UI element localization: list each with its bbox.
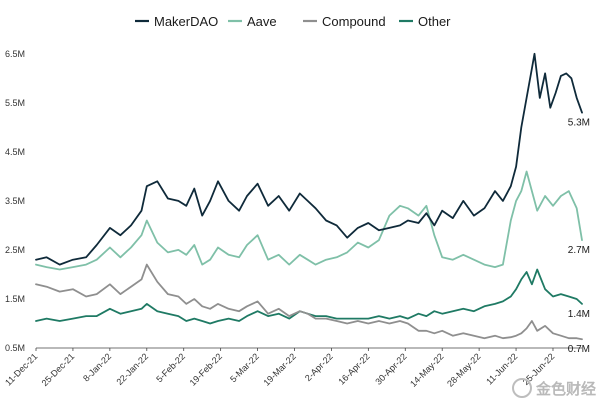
x-tick-label: 22-Jan-22 xyxy=(114,351,150,387)
x-tick-label: 11-Dec-21 xyxy=(3,351,39,387)
legend-label: Other xyxy=(418,14,451,29)
x-tick-label: 11-Jun-22 xyxy=(484,351,519,386)
legend-label: MakerDAO xyxy=(154,14,218,29)
x-tick-label: 19-Feb-22 xyxy=(188,351,224,387)
series-line-aave xyxy=(35,170,583,271)
y-tick-label: 5.5M xyxy=(5,98,25,108)
legend: MakerDAO Aave Compound Other xyxy=(135,14,451,29)
series-layer xyxy=(35,52,583,341)
end-label-makerdao: 5.3M xyxy=(568,118,590,129)
x-tick-label: 2-Apr-22 xyxy=(303,351,335,383)
watermark-text: 金色财经 xyxy=(535,380,596,398)
y-tick-label: 4.5M xyxy=(5,147,25,157)
y-tick-label: 6.5M xyxy=(5,49,25,59)
x-tick-label: 8-Jan-22 xyxy=(81,351,113,383)
y-axis: 6.5M 5.5M 4.5M 3.5M 2.5M 1.5M 0.5M xyxy=(5,49,25,353)
x-tick-label: 30-Apr-22 xyxy=(373,351,408,386)
watermark: 金色财经 xyxy=(512,378,596,398)
y-tick-label: 1.5M xyxy=(5,294,25,304)
x-tick-label: 19-Mar-22 xyxy=(261,351,297,387)
y-tick-label: 0.5M xyxy=(5,343,25,353)
end-label-other: 1.4M xyxy=(568,309,590,320)
x-tick-label: 16-Apr-22 xyxy=(336,351,371,386)
y-tick-label: 3.5M xyxy=(5,196,25,206)
x-axis: 11-Dec-21 25-Dec-21 8-Jan-22 22-Jan-22 5-Feb… xyxy=(3,347,582,389)
series-line-compound xyxy=(35,263,583,341)
series-line-makerdao xyxy=(35,52,583,266)
watermark-logo-icon xyxy=(512,378,532,398)
series-line-other xyxy=(35,268,583,325)
y-tick-label: 2.5M xyxy=(5,245,25,255)
legend-label: Compound xyxy=(322,14,386,29)
x-tick-label: 5-Feb-22 xyxy=(154,351,187,384)
end-label-aave: 2.7M xyxy=(568,245,590,256)
x-tick-label: 28-May-22 xyxy=(445,351,482,388)
legend-label: Aave xyxy=(247,14,277,29)
x-tick-label: 5-Mar-22 xyxy=(228,351,261,384)
x-tick-label: 14-May-22 xyxy=(408,351,445,388)
end-labels: 5.3M 2.7M 0.7M 1.4M xyxy=(568,118,590,356)
end-label-compound: 0.7M xyxy=(568,344,590,355)
x-tick-label: 25-Dec-21 xyxy=(40,351,77,388)
